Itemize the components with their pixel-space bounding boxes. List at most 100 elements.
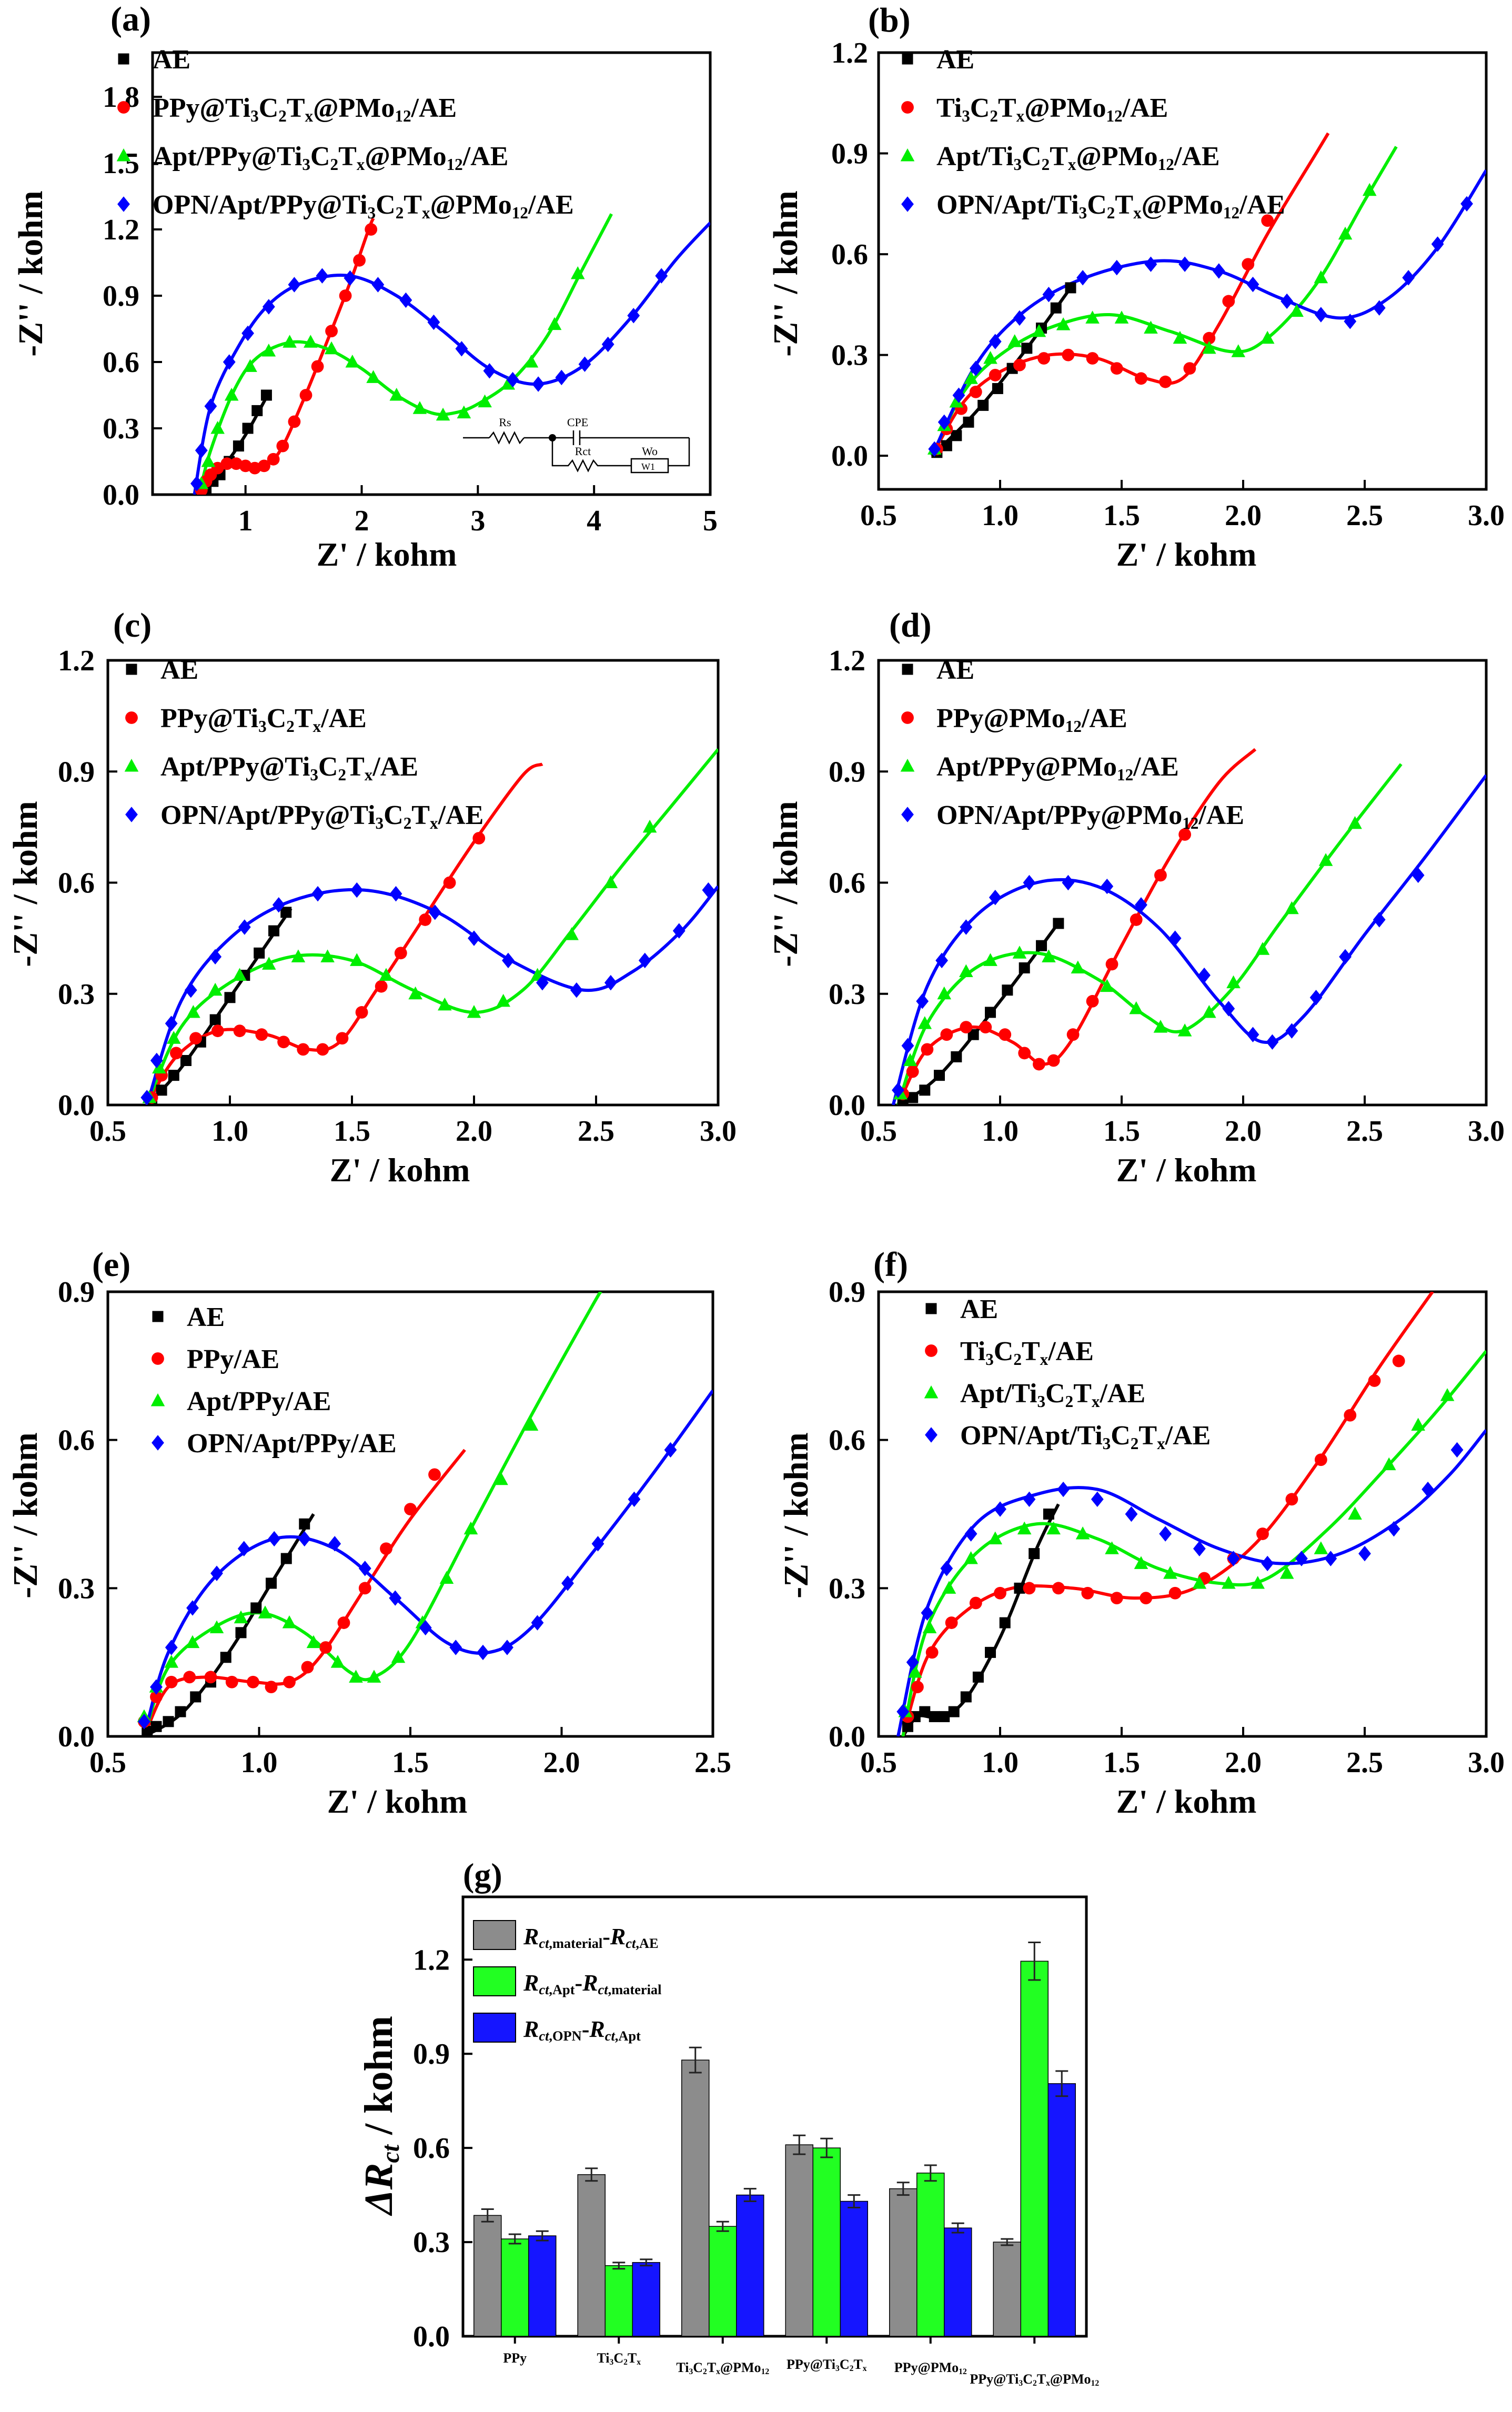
data-point bbox=[591, 1536, 604, 1552]
fit-curve-PPy@Ti3C2Tx/AE bbox=[145, 762, 543, 1105]
data-point bbox=[1193, 1541, 1206, 1556]
data-point bbox=[237, 1541, 250, 1556]
y-axis-title: -Z'' / kohm bbox=[12, 190, 50, 356]
data-point bbox=[241, 325, 254, 341]
fit-curve-Apt/PPy@Ti3C2Tx@PMo12/AE bbox=[197, 213, 613, 495]
x-tick-label: 1.5 bbox=[1103, 1746, 1140, 1779]
data-point bbox=[457, 405, 471, 419]
x-tick-label: 1.5 bbox=[392, 1746, 429, 1779]
data-point bbox=[195, 443, 208, 458]
data-point bbox=[903, 1053, 918, 1066]
data-point bbox=[1114, 310, 1129, 324]
data-point bbox=[1460, 196, 1473, 212]
y-tick-label: 0.3 bbox=[829, 1572, 865, 1605]
plot-frame bbox=[461, 1895, 1088, 2338]
data-point bbox=[1050, 302, 1062, 314]
legend-label: Rct,Apt-Rct,material bbox=[523, 1970, 661, 1997]
plot-area bbox=[190, 213, 710, 495]
data-point bbox=[941, 440, 952, 451]
data-point bbox=[1358, 1545, 1371, 1562]
data-point bbox=[204, 1671, 217, 1684]
x-tick-label: 2.5 bbox=[578, 1115, 614, 1148]
data-point bbox=[1344, 314, 1357, 329]
data-point bbox=[902, 1721, 913, 1732]
data-point bbox=[928, 441, 941, 457]
data-point bbox=[1251, 1575, 1265, 1589]
data-point bbox=[472, 832, 486, 845]
legend-label: AE bbox=[936, 655, 974, 685]
data-point bbox=[355, 1006, 368, 1019]
legend-label: AE bbox=[153, 45, 190, 75]
data-point bbox=[1368, 1374, 1381, 1387]
data-point bbox=[963, 416, 974, 428]
x-tick-label: 0.5 bbox=[89, 1746, 126, 1779]
legend-marker bbox=[901, 711, 914, 724]
data-point bbox=[306, 1635, 321, 1649]
data-point bbox=[1183, 362, 1196, 375]
legend-label: PPy@Ti3C2Tx@PMo12/AE bbox=[153, 93, 457, 125]
circuit-wire bbox=[668, 438, 690, 467]
data-point bbox=[277, 1036, 290, 1049]
data-point bbox=[478, 394, 492, 408]
data-point bbox=[1338, 226, 1353, 240]
y-tick-label: 1.5 bbox=[103, 147, 139, 180]
data-point bbox=[258, 459, 270, 473]
x-tick-label: 1.0 bbox=[982, 1746, 1019, 1779]
legend-marker bbox=[118, 53, 129, 65]
data-point bbox=[985, 1646, 996, 1658]
data-point bbox=[150, 1052, 163, 1069]
data-point bbox=[570, 982, 583, 998]
panel-c: (c) 0.5 1.0 1.5 2.0 2.5 3.0 0.0 0.3 0.6 0.9 1.2 Z' /… bbox=[6, 606, 737, 1189]
legend-label: Apt/PPy/AE bbox=[187, 1386, 331, 1416]
legend-marker bbox=[116, 148, 131, 162]
data-point bbox=[1411, 1418, 1425, 1431]
x-tick-label: 2.0 bbox=[1225, 1115, 1262, 1148]
x-tick-label: 1.0 bbox=[211, 1115, 248, 1148]
data-point bbox=[1227, 1551, 1240, 1566]
x-tick-label: 2.0 bbox=[1225, 1746, 1262, 1779]
data-point bbox=[1013, 310, 1026, 326]
bar-Rct,material-Rct,AE-PPy@Ti3C2Tx bbox=[785, 2144, 813, 2337]
data-point bbox=[336, 1032, 349, 1045]
data-point bbox=[419, 913, 432, 926]
data-point bbox=[1023, 1582, 1036, 1595]
y-tick-label: 1.2 bbox=[58, 645, 95, 677]
data-point bbox=[892, 1082, 904, 1098]
data-point bbox=[311, 886, 324, 902]
data-point bbox=[935, 952, 949, 969]
panel-label: (g) bbox=[463, 1856, 502, 1894]
y-axis-title: -Z'' / kohm bbox=[6, 1432, 45, 1598]
panel-b: (b) 0.5 1.0 1.5 2.0 2.5 3.0 0.0 0.3 0.6 0.9 1.2 Z' /… bbox=[767, 1, 1505, 573]
data-point bbox=[1222, 1001, 1235, 1017]
data-point bbox=[455, 341, 468, 357]
data-point bbox=[1100, 979, 1114, 992]
bar-Rct,material-Rct,AE-PPy bbox=[473, 2215, 502, 2337]
data-point bbox=[408, 986, 422, 1000]
x-tick-label: 3.0 bbox=[1468, 1115, 1505, 1148]
data-point bbox=[940, 1028, 953, 1041]
legend-label: Apt/PPy@Ti3C2Tx@PMo12/AE bbox=[153, 142, 508, 174]
bar-Rct,material-Rct,AE-PPy@Ti3C2Tx@PMo12 bbox=[993, 2242, 1021, 2337]
data-point bbox=[1140, 1592, 1153, 1605]
data-point bbox=[389, 886, 402, 902]
y-tick-label: 0.9 bbox=[831, 138, 868, 170]
data-point bbox=[1261, 1555, 1274, 1572]
data-point bbox=[1129, 1001, 1144, 1014]
fit-curve-Apt/PPy@PMo12/AE bbox=[896, 763, 1403, 1105]
data-point bbox=[1173, 330, 1187, 344]
data-point bbox=[952, 387, 965, 403]
data-point bbox=[175, 1706, 186, 1717]
data-point bbox=[969, 385, 982, 398]
data-point bbox=[938, 414, 951, 430]
data-point bbox=[922, 1620, 937, 1633]
y-tick-label: 0.3 bbox=[413, 2226, 450, 2259]
legend-marker bbox=[125, 807, 138, 822]
x-tick-label: 2.0 bbox=[1225, 499, 1262, 532]
data-point bbox=[353, 254, 366, 267]
data-point bbox=[960, 1691, 972, 1703]
data-point bbox=[925, 1646, 939, 1659]
y-tick-label: 0.0 bbox=[58, 1721, 95, 1753]
data-point bbox=[1402, 270, 1415, 286]
data-point bbox=[358, 1561, 371, 1576]
data-point bbox=[427, 314, 440, 330]
